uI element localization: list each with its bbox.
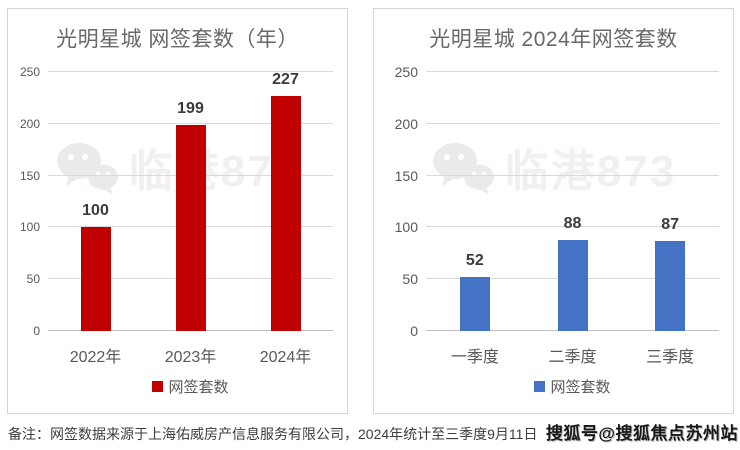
x-axis-tick-label: 2023年 — [164, 349, 217, 366]
gridline — [426, 122, 719, 124]
y-axis-tick-label: 0 — [410, 323, 418, 339]
y-axis-tick-label: 200 — [19, 116, 40, 131]
bar-value-label: 88 — [563, 214, 582, 232]
legend-label: 网签套数 — [168, 379, 229, 396]
bar-三季度 — [655, 240, 686, 331]
x-axis-tick-label: 2024年 — [259, 349, 312, 366]
bar-value-label: 87 — [661, 215, 680, 233]
y-axis-tick-label: 50 — [26, 272, 40, 287]
x-axis-labels: 一季度 二季度 三季度 — [426, 343, 719, 367]
legend: 网签套数 — [48, 376, 333, 397]
bar-2022年 — [80, 227, 111, 331]
y-axis-tick-label: 200 — [394, 115, 418, 132]
y-axis-tick-label: 150 — [19, 168, 40, 183]
chart-title: 光明星城 网签套数（年） — [56, 28, 299, 51]
x-axis-tick-label: 二季度 — [548, 349, 597, 366]
y-axis-tick-label: 250 — [394, 64, 418, 80]
bar-value-label: 199 — [177, 99, 204, 117]
bar-二季度 — [557, 239, 588, 331]
chart-panel-quarterly: 临港873 光明星城 2024年网签套数 0 50 100 150 200 250 52 88… — [373, 8, 734, 414]
plot-area: 0 50 100 150 200 250 100 199 227 — [20, 65, 333, 338]
legend-swatch — [534, 381, 546, 392]
gridline — [426, 71, 719, 72]
y-axis-tick-label: 100 — [394, 219, 418, 236]
gridline — [426, 174, 719, 176]
chart-title: 光明星城 2024年网签套数 — [429, 28, 678, 51]
y-axis-tick-label: 250 — [19, 65, 40, 79]
sohu-watermark: 搜狐号@搜狐焦点苏州站 — [545, 424, 738, 443]
y-axis-tick-label: 50 — [402, 271, 418, 288]
plot-area: 0 50 100 150 200 250 52 88 87 — [395, 64, 719, 339]
legend-swatch — [152, 381, 164, 392]
x-axis-tick-label: 三季度 — [646, 349, 695, 366]
bar-一季度 — [459, 277, 490, 331]
y-axis-tick-label: 100 — [19, 220, 40, 235]
bar-2023年 — [175, 124, 206, 331]
gridline — [426, 226, 719, 228]
y-axis-tick-label: 0 — [33, 324, 40, 338]
chart-panel-yearly: 临港873 光明星城 网签套数（年） 0 50 100 150 200 250 100 199… — [7, 8, 348, 414]
bar-value-label: 227 — [272, 70, 299, 88]
y-axis-tick-label: 150 — [394, 167, 418, 184]
footnote-text: 网签数据来源于上海佑威房产信息服务有限公司，2024年统计至三季度9月11日 — [50, 426, 538, 442]
footnote-prefix: 备注： — [8, 426, 50, 442]
legend: 网签套数 — [426, 376, 719, 397]
bar-value-label: 52 — [465, 252, 484, 270]
bar-2024年 — [270, 95, 301, 331]
gridline — [48, 71, 333, 72]
gridline — [48, 122, 333, 124]
footnote: 备注：网签数据来源于上海佑威房产信息服务有限公司，2024年统计至三季度9月11… — [8, 424, 537, 444]
x-axis-labels: 2022年 2023年 2024年 — [48, 343, 333, 367]
x-axis-tick-label: 一季度 — [450, 349, 499, 366]
bar-value-label: 100 — [82, 202, 109, 220]
legend-label: 网签套数 — [550, 379, 611, 396]
x-axis-tick-label: 2022年 — [69, 349, 122, 366]
